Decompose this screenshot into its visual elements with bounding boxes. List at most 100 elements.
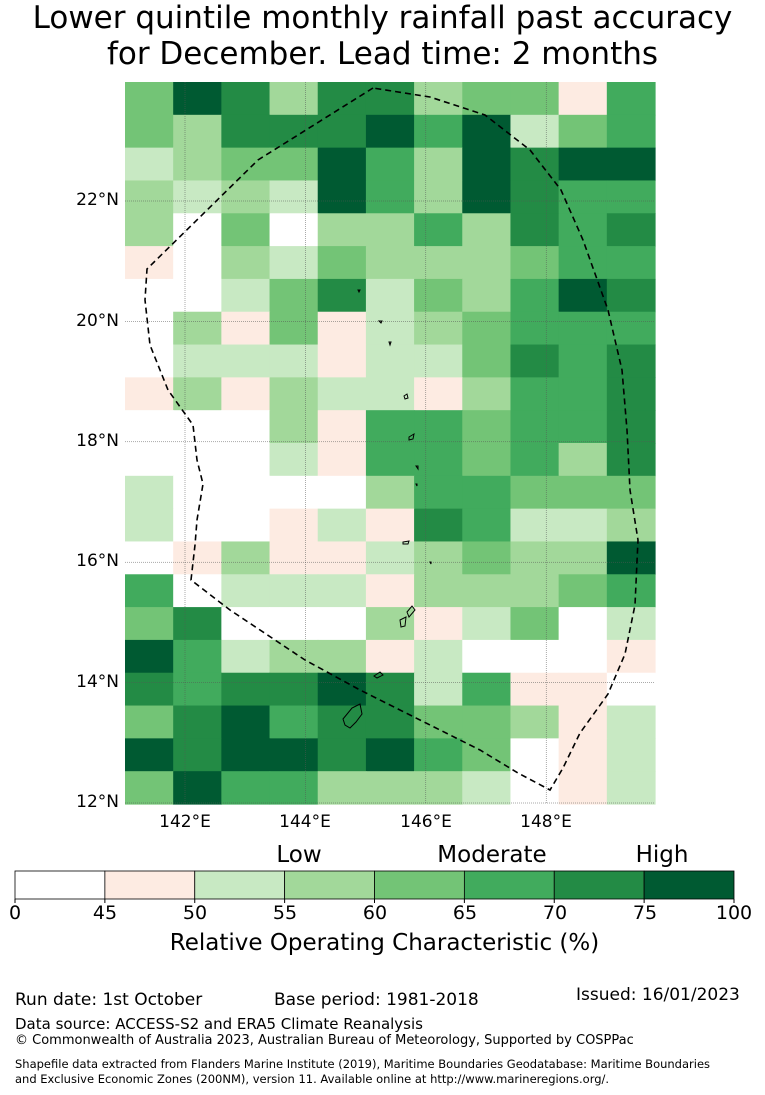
grid-cell [414,443,463,477]
grid-cell [606,508,656,543]
grid-cell [221,147,271,182]
grid-cell [269,82,319,116]
grid-cell [125,475,174,510]
grid-cell [558,82,608,116]
grid-cell [606,574,656,608]
grid-cell [365,82,415,116]
grid-cell [125,278,174,313]
grid-cell [606,82,656,116]
colorbar-tick-0: 0 [8,902,22,924]
grid-cell [365,672,415,707]
grid-cell [414,246,463,280]
grid-cell [221,475,271,510]
grid-cell [221,410,271,444]
grid-cell [606,639,656,674]
lon-label-142e: 142°E [159,812,211,832]
grid-cell [221,278,271,313]
grid-cell [221,508,271,543]
grid-cell [462,705,512,739]
grid-cell [558,377,608,411]
grid-cell [173,246,222,280]
colorbar-tick-65: 65 [452,902,478,924]
grid-cell [221,213,271,247]
lon-label-148e: 148°E [520,812,572,832]
grid-cell [365,639,415,674]
colorbar-tick-100: 100 [715,902,753,924]
grid-cell [510,738,560,772]
grid-cell [317,771,367,805]
grid-cell [125,705,174,739]
grid-cell [125,738,174,772]
grid-cell [221,574,271,608]
grid-cell [365,180,415,214]
copyright-notice: © Commonwealth of Australia 2023, Austra… [15,1033,634,1048]
grid-cell [414,213,463,247]
grid-cell [558,114,608,149]
map-title-line-1: Lower quintile monthly rainfall past acc… [32,0,733,36]
grid-cell [365,574,415,608]
colorbar-segment [374,870,465,900]
grid-cell [510,213,560,247]
grid-cell [269,672,319,707]
grid-cell [606,246,656,280]
colorbar-tick-50: 50 [182,902,208,924]
grid-cell [269,246,319,280]
island-saipan [406,605,416,618]
grid-cell [365,311,415,346]
colorbar-tick-55: 55 [272,902,298,924]
colorbar-tick-60: 60 [362,902,388,924]
grid-cell [365,410,415,444]
grid-cell [606,344,656,378]
grid-cell [317,377,367,411]
grid-cell [269,443,319,477]
grid-cell [269,410,319,444]
grid-cell [173,114,222,149]
grid-cell [317,639,367,674]
island-small-1 [415,465,419,471]
grid-cell [606,180,656,214]
grid-cell [510,180,560,214]
grid-cell [317,311,367,346]
grid-cell [606,443,656,477]
grid-cell [125,180,174,214]
grid-cell [317,147,367,182]
grid-cell [173,508,222,543]
grid-cell [558,607,608,641]
island-anatahan [402,540,410,545]
grid-cell [462,410,512,444]
grid-cell [173,344,222,378]
grid-cell [221,246,271,280]
grid-cell [462,82,512,116]
grid-cell [414,180,463,214]
island-maug [388,341,392,347]
grid-cell [173,180,222,214]
island-agrihan [403,393,409,400]
grid-cell [173,771,222,805]
grid-cell [365,278,415,313]
grid-cell [269,114,319,149]
grid-cell [317,82,367,116]
grid-cell [510,607,560,641]
colorbar-segment [643,870,735,900]
grid-cell [221,639,271,674]
grid-cell [558,705,608,739]
grid-cell [125,114,174,149]
grid-cell [173,574,222,608]
grid-cell [462,278,512,313]
grid-cell [510,246,560,280]
grid-cell [221,180,271,214]
grid-cell [221,377,271,411]
grid-cell [606,738,656,772]
grid-cell [221,541,271,575]
grid-cell [173,377,222,411]
island-uracas [377,320,383,324]
base-period: Base period: 1981-2018 [274,990,479,1010]
grid-cell [173,311,222,346]
grid-cell [221,443,271,477]
shapefile-credit-line-2: and Exclusive Economic Zones (200NM), ve… [15,1072,610,1086]
lat-label-16n: 16°N [76,551,119,571]
colorbar [14,870,735,903]
grid-cell [365,738,415,772]
island-small-2 [415,483,418,487]
